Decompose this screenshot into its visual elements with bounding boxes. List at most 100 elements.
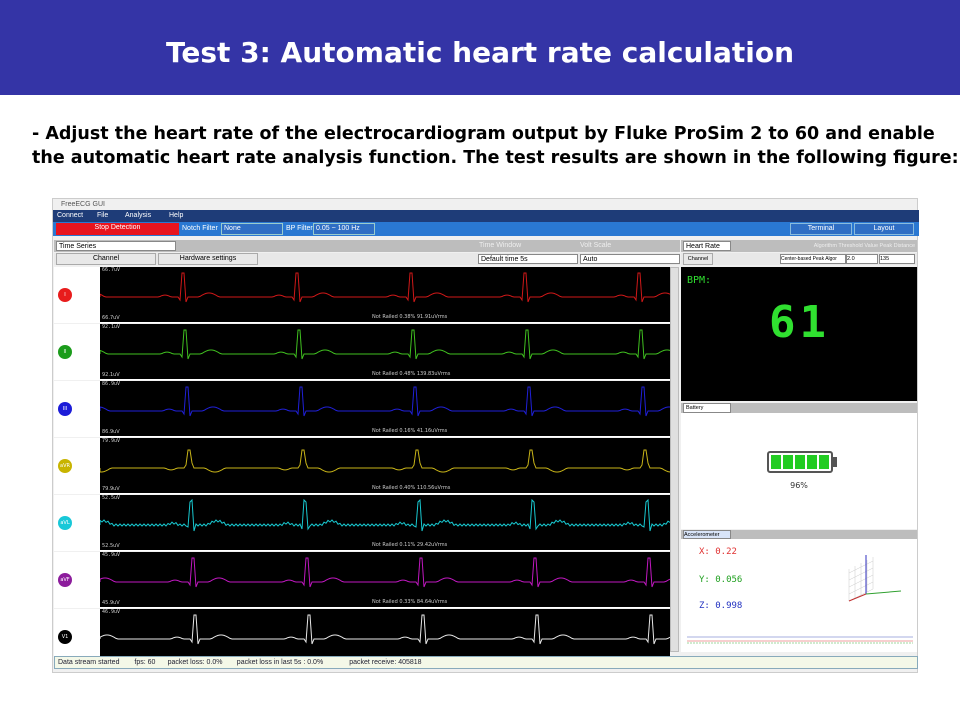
volt-top: 79.9uV bbox=[102, 438, 121, 444]
channel-dot[interactable]: III bbox=[58, 402, 72, 416]
menu-bar: Connect File Analysis Help bbox=[53, 210, 919, 222]
axis-grid bbox=[848, 574, 874, 588]
notch-select[interactable]: None bbox=[221, 223, 283, 235]
volt-bottom: 92.1uV bbox=[102, 372, 120, 378]
accel-z: Z: 0.998 bbox=[699, 601, 743, 611]
window-title: FreeECG GUI bbox=[61, 201, 105, 208]
heart-rate-settings: Channel Center-based Peak Algor 2.0 135 bbox=[681, 253, 917, 265]
volt-scale-select[interactable]: Auto bbox=[580, 254, 680, 264]
scrollbar bbox=[670, 267, 679, 652]
hr-columns: Algorithm Threshold Value Peak Distance bbox=[813, 243, 915, 249]
algorithm-select[interactable]: Center-based Peak Algor bbox=[780, 254, 846, 264]
volt-top: 46.9uV bbox=[102, 609, 121, 615]
hr-channel-button[interactable]: Channel bbox=[683, 253, 713, 265]
volt-top: 45.9uV bbox=[102, 552, 121, 558]
trace-area: 52.5uV 52.5uV Not Railed 0.11% 29.42uVrms bbox=[100, 495, 670, 550]
channel-dot[interactable]: II bbox=[58, 345, 72, 359]
ecg-trace bbox=[100, 272, 670, 303]
volt-top: 66.7uV bbox=[102, 267, 121, 273]
channel-button[interactable]: Channel bbox=[56, 253, 156, 265]
channel-status: Not Railed 0.16% 41.16uVrms bbox=[372, 428, 448, 434]
menu-item[interactable]: File bbox=[97, 212, 109, 219]
channel-status: Not Railed 0.40% 110.56uVrms bbox=[372, 485, 451, 491]
battery-level: 96% bbox=[790, 481, 808, 490]
threshold-select[interactable]: 2.0 bbox=[846, 254, 878, 264]
volt-bottom: 86.9uV bbox=[102, 429, 120, 435]
battery-cell bbox=[795, 455, 805, 469]
battery-select[interactable]: Battery bbox=[683, 403, 731, 413]
app-window: FreeECG GUI Connect File Analysis Help Stop D… bbox=[52, 198, 919, 673]
volt-bottom: 66.7uV bbox=[102, 315, 120, 321]
mode-select[interactable]: Time Series bbox=[56, 241, 176, 251]
ecg-trace bbox=[100, 557, 670, 588]
accelerometer-area: X: 0.22 Y: 0.056 Z: 0.998 bbox=[681, 539, 917, 652]
channel-status: Not Railed 0.33% 84.64uVrms bbox=[372, 599, 448, 605]
ecg-trace bbox=[100, 614, 670, 645]
ecg-trace bbox=[100, 498, 670, 532]
ecg-line bbox=[100, 449, 670, 473]
channel-bar: Channel Hardware settings Default time 5s A… bbox=[54, 253, 680, 265]
channel-status: Not Railed 0.48% 139.83uVrms bbox=[372, 371, 451, 377]
body-text: the automatic heart rate analysis functi… bbox=[32, 148, 959, 168]
distance-select[interactable]: 135 bbox=[879, 254, 915, 264]
menu-item[interactable]: Help bbox=[169, 212, 184, 219]
ecg-line bbox=[100, 614, 670, 645]
trace-area: 45.9uV 45.9uV Not Railed 0.33% 84.64uVrms bbox=[100, 552, 670, 607]
battery-cell bbox=[771, 455, 781, 469]
trace-area: 92.1uV 92.1uV Not Railed 0.48% 139.83uVrms bbox=[100, 324, 670, 379]
heart-rate-select[interactable]: Heart Rate bbox=[683, 241, 731, 251]
channel-status: Not Railed 0.38% 91.91uVrms bbox=[372, 314, 448, 320]
ecg-line bbox=[100, 557, 670, 588]
axis-y bbox=[865, 590, 902, 595]
volt-top: 52.5uV bbox=[102, 495, 121, 501]
terminal-button[interactable]: Terminal bbox=[790, 223, 852, 235]
battery-cell bbox=[819, 455, 829, 469]
status-item: packet loss in last 5s : 0.0% bbox=[236, 659, 324, 666]
volt-bottom: 45.9uV bbox=[102, 600, 120, 606]
bpm-value: 61 bbox=[769, 297, 830, 348]
channel-dot[interactable]: aVR bbox=[58, 459, 72, 473]
volt-bottom: 79.9uV bbox=[102, 486, 120, 492]
notch-label: Notch Filter bbox=[182, 225, 218, 232]
accel-x: X: 0.22 bbox=[699, 547, 737, 557]
menu-item[interactable]: Connect bbox=[57, 212, 84, 219]
bp-label: BP Filter bbox=[286, 225, 313, 232]
battery-cell bbox=[807, 455, 817, 469]
ecg-line bbox=[100, 386, 670, 417]
menu-item[interactable]: Analysis bbox=[125, 212, 152, 219]
status-item: packet loss: 0.0% bbox=[167, 659, 223, 666]
channel-dot[interactable]: I bbox=[58, 288, 72, 302]
channel-dot[interactable]: aVL bbox=[58, 516, 72, 530]
ecg-trace bbox=[100, 386, 670, 417]
ecg-line bbox=[100, 329, 670, 360]
layout-button[interactable]: Layout bbox=[854, 223, 914, 235]
bp-select[interactable]: 0.05 ~ 100 Hz bbox=[313, 223, 375, 235]
channel-status: Not Railed 0.11% 29.42uVrms bbox=[372, 542, 448, 548]
ecg-line bbox=[100, 498, 670, 532]
stop-button[interactable]: Stop Detection bbox=[56, 223, 179, 235]
header-band bbox=[0, 0, 960, 95]
ecg-line bbox=[100, 272, 670, 303]
accelerometer-bar: Accelerometer bbox=[681, 530, 917, 539]
volt-scale-label: Volt Scale bbox=[580, 242, 612, 249]
hardware-button[interactable]: Hardware settings bbox=[158, 253, 258, 265]
trace-area: 86.9uV 86.9uV Not Railed 0.16% 41.16uVrms bbox=[100, 381, 670, 436]
channel-dot[interactable]: aVF bbox=[58, 573, 72, 587]
battery-cell bbox=[783, 455, 793, 469]
trace-area: 79.9uV 79.9uV Not Railed 0.40% 110.56uVrms bbox=[100, 438, 670, 493]
volt-top: 92.1uV bbox=[102, 324, 121, 330]
battery-area: 96% bbox=[681, 413, 917, 529]
channel-dot[interactable]: V1 bbox=[58, 630, 72, 644]
volt-top: 86.9uV bbox=[102, 381, 121, 387]
axes-3d bbox=[687, 555, 913, 644]
battery-bar: Battery bbox=[681, 403, 917, 413]
toolbar: Stop Detection Notch Filter None BP Filter 0… bbox=[53, 222, 919, 236]
battery-tip bbox=[833, 457, 837, 467]
time-window-select[interactable]: Default time 5s bbox=[478, 254, 578, 264]
bpm-label: BPM: bbox=[687, 275, 712, 286]
bpm-display: BPM: 61 bbox=[681, 267, 917, 401]
accelerometer-select[interactable]: Accelerometer bbox=[683, 530, 731, 539]
time-series-bar: Time Series Time Window Volt Scale bbox=[54, 240, 680, 252]
